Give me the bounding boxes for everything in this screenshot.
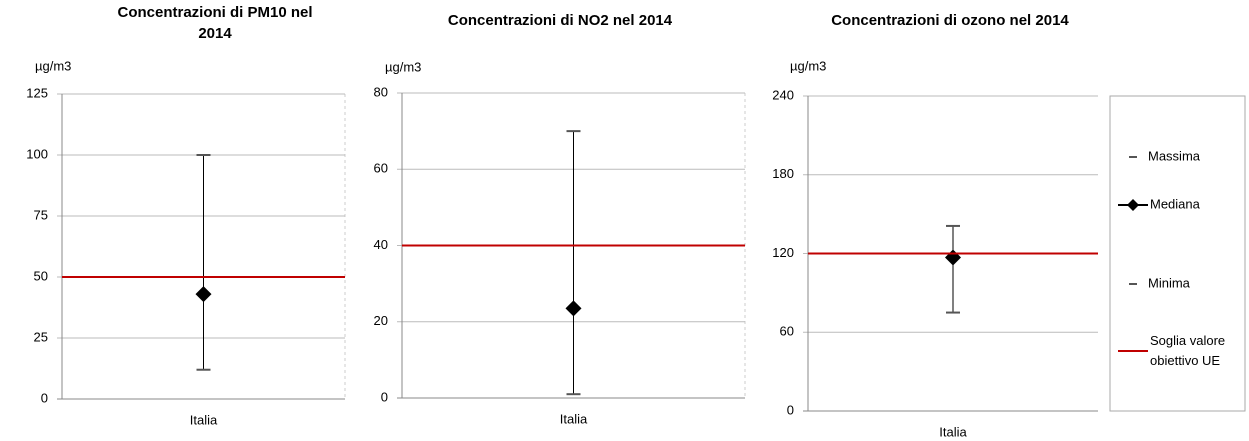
y-tick-label: 25 — [34, 329, 48, 344]
median-marker — [195, 286, 212, 303]
y-tick-label: 125 — [26, 85, 48, 100]
x-tick-label: Italia — [190, 412, 218, 427]
median-marker — [945, 249, 961, 266]
legend-box — [1109, 95, 1246, 412]
y-tick-label: 0 — [381, 389, 388, 404]
axis-label: µg/m3 — [790, 58, 826, 73]
chart-title: Concentrazioni di ozono nel 2014 — [831, 12, 1069, 29]
chart-title: Concentrazioni di NO2 nel 2014 — [447, 12, 673, 29]
y-tick-label: 60 — [780, 324, 794, 339]
y-tick-label: 180 — [772, 166, 794, 181]
y-tick-label: 120 — [772, 245, 794, 260]
y-tick-label: 60 — [374, 161, 388, 176]
x-tick-label: Italia — [560, 411, 588, 426]
y-tick-label: 75 — [34, 207, 48, 222]
axis-label: µg/m3 — [385, 59, 421, 74]
chart-title: Concentrazioni di PM10 nel 2014 — [117, 4, 313, 42]
y-tick-label: 20 — [374, 313, 388, 328]
legend-label: Massima — [1148, 148, 1201, 163]
legend-label: Minima — [1148, 275, 1191, 290]
y-tick-label: 240 — [772, 87, 794, 102]
y-tick-label: 40 — [374, 237, 388, 252]
axis-label: µg/m3 — [35, 58, 71, 73]
legend-marker — [1127, 199, 1139, 211]
y-tick-label: 50 — [34, 268, 48, 283]
legend-label: Soglia valore obiettivo UE — [1150, 333, 1226, 368]
y-tick-label: 0 — [41, 390, 48, 405]
legend-label: Mediana — [1150, 196, 1201, 211]
x-tick-label: Italia — [939, 424, 967, 439]
y-tick-label: 0 — [787, 402, 794, 417]
y-tick-label: 100 — [26, 146, 48, 161]
y-tick-label: 80 — [374, 84, 388, 99]
median-marker — [565, 300, 582, 317]
